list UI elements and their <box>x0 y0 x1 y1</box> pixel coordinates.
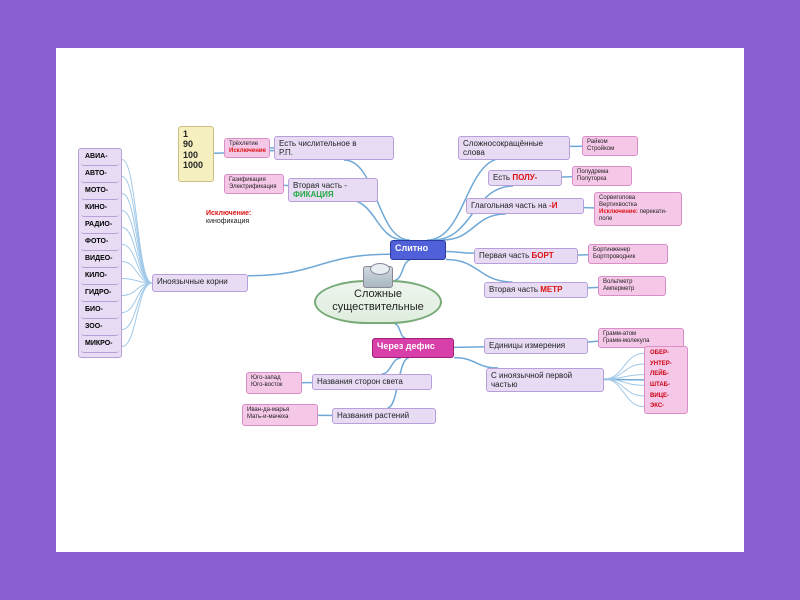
sinoz-4: ВИЦЕ- <box>646 391 686 402</box>
node-trex: ТрёхлетиеИсключение <box>224 138 270 158</box>
sinoz-2: ЛЕЙБ- <box>646 369 686 380</box>
node-isk_kino: Исключение:кинофикация <box>202 208 302 228</box>
prefix-4: РАДИО- <box>81 219 119 234</box>
node-nums: 1 90 100 1000 <box>178 126 214 182</box>
node-bort_ex: Бортинженер Бортпроводник <box>588 244 668 264</box>
node-inokorni: Иноязычные корни <box>152 274 248 292</box>
node-rast: Названия растений <box>332 408 436 424</box>
node-glag: Глагольная часть на -И <box>466 198 584 214</box>
node-sinoz: С иноязычной первой частью <box>486 368 604 392</box>
node-slitno: Слитно <box>390 240 446 260</box>
node-edin_ex: Грамм-атом Грамм-молекула <box>598 328 684 348</box>
sinoz-1: УНТЕР- <box>646 359 686 370</box>
prefix-8: ГИДРО- <box>81 287 119 302</box>
node-glag_ex: СорвиголоваВертихвосткаИсключение: перек… <box>594 192 682 226</box>
tape-icon <box>363 266 393 288</box>
prefix-2: МОТО- <box>81 185 119 200</box>
node-rast_ex: Иван-да-марья Мать-и-мачеха <box>242 404 318 426</box>
diagram-canvas: Сложные существительныеСлитноЧерез дефис… <box>56 48 744 552</box>
prefix-6: ВИДЕО- <box>81 253 119 268</box>
node-gazel: ГазификацияЭлектрификация <box>224 174 284 194</box>
node-bort: Первая часть БОРТ <box>474 248 578 264</box>
sinoz-5: ЭКС- <box>646 401 686 412</box>
prefix-0: АВИА- <box>81 151 119 166</box>
prefix-11: МИКРО- <box>81 338 119 353</box>
prefix-5: ФОТО- <box>81 236 119 251</box>
node-chisl: Есть числительное в Р.П. <box>274 136 394 160</box>
node-abbr_ex: Райком Стройком <box>582 136 638 156</box>
prefix-1: АВТО- <box>81 168 119 183</box>
sinoz-0: ОБЕР- <box>646 348 686 359</box>
node-storon: Названия сторон света <box>312 374 432 390</box>
prefix-9: БИО- <box>81 304 119 319</box>
sinoz-3: ШТАБ- <box>646 380 686 391</box>
node-metr: Вторая часть МЕТР <box>484 282 588 298</box>
prefix-7: КИЛО- <box>81 270 119 285</box>
prefix-10: ЗОО- <box>81 321 119 336</box>
node-defis: Через дефис <box>372 338 454 358</box>
node-polu_ex: Полудрема Полуторка <box>572 166 632 186</box>
node-metr_ex: Вольтметр Амперметр <box>598 276 666 296</box>
node-fik: Вторая часть -ФИКАЦИЯ <box>288 178 378 202</box>
node-polu: Есть ПОЛУ- <box>488 170 562 186</box>
node-abbr: Сложносокращённые слова <box>458 136 570 160</box>
node-edin: Единицы измерения <box>484 338 588 354</box>
prefix-3: КИНО- <box>81 202 119 217</box>
node-storon_ex: Юго-запад Юго-восток <box>246 372 302 394</box>
